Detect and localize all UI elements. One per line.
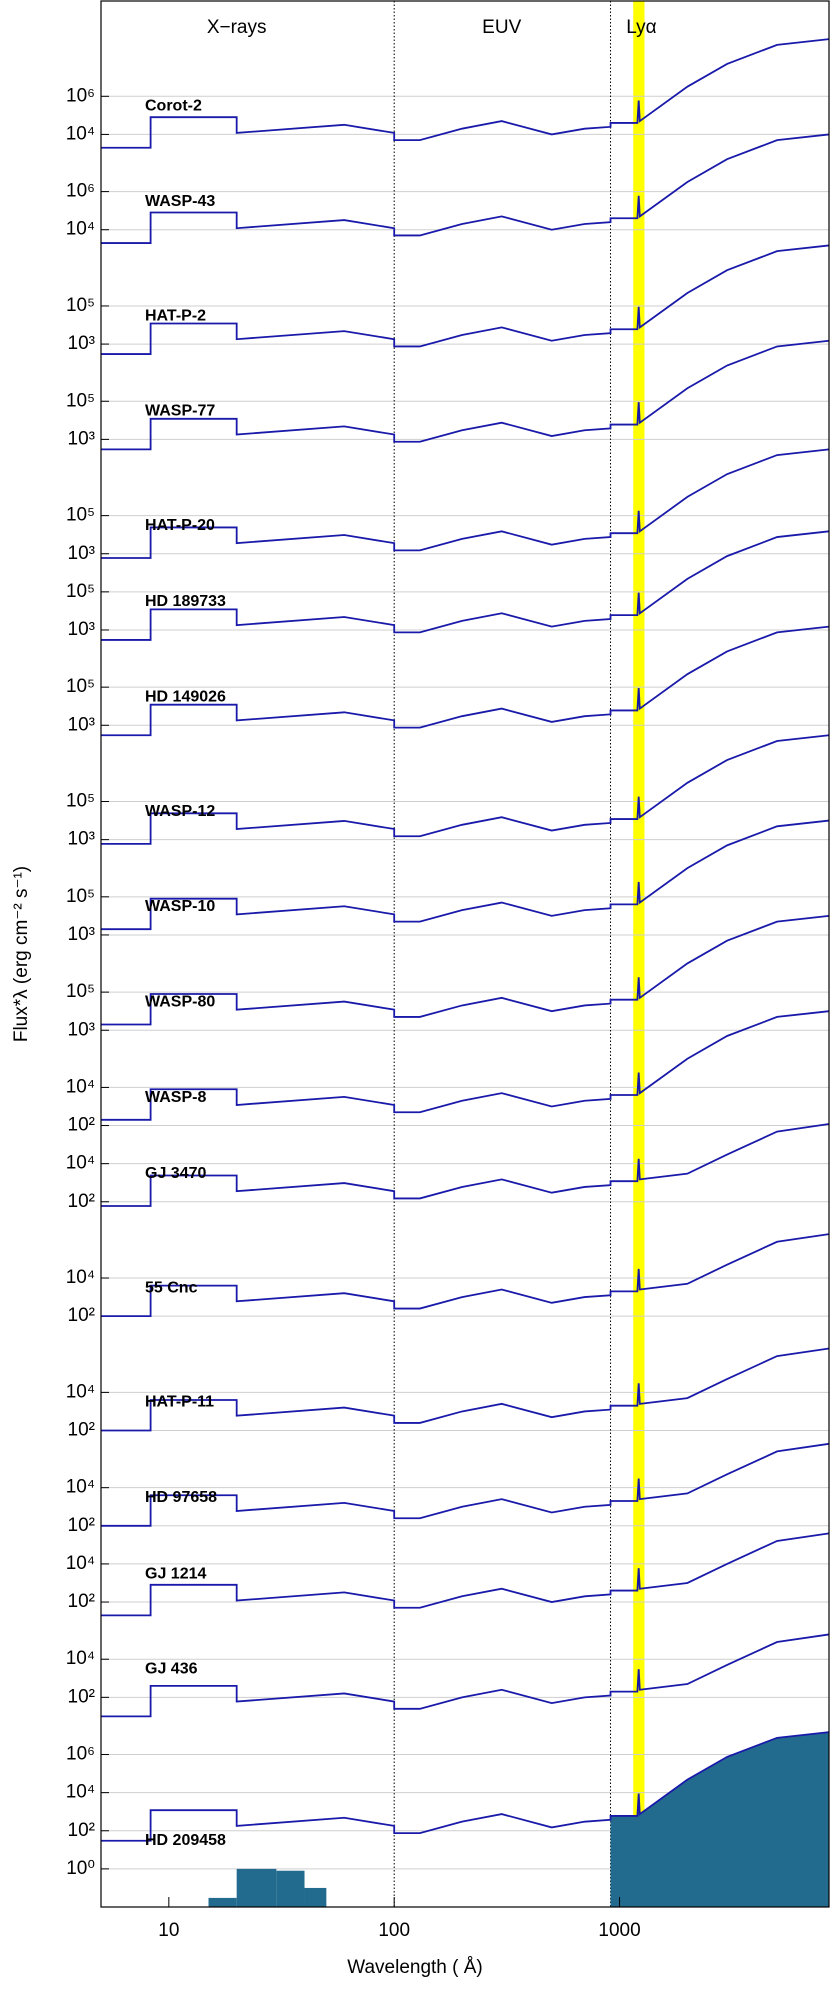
star-name: HAT-P-11 [145,1394,214,1411]
star-name: GJ 1214 [145,1565,206,1582]
spectrum-line [101,1633,830,1718]
star-name: Corot-2 [145,98,202,115]
y-tick-label: 10⁴ [66,1648,95,1669]
star-name: 55 Cnc [145,1279,198,1296]
y-tick-label: 10³ [68,1019,95,1040]
y-tick-label: 10² [68,1515,95,1536]
star-name: WASP-8 [145,1089,206,1106]
y-tick-label: 10⁵ [66,676,95,697]
region-label: Lyα [626,17,656,38]
x-tick-label: 10 [158,1920,179,1941]
y-tick-label: 10⁵ [66,390,95,411]
star-name: HD 97658 [145,1489,217,1506]
x-tick-label: 1000 [598,1920,640,1941]
y-tick-label: 10⁰ [66,1858,95,1879]
y-tick-label: 10⁴ [66,1153,95,1174]
y-tick-label: 10³ [68,543,95,564]
y-tick-label: 10⁵ [66,581,95,602]
spectrum-line [101,914,830,1026]
flux-bar [276,1870,305,1907]
spectrum-line [101,1233,830,1318]
region-label: X−rays [207,17,267,38]
spectrum-line [101,244,830,355]
star-name: GJ 3470 [145,1165,206,1182]
spectrum-line [101,530,830,641]
spectrum-line [101,625,830,737]
x-axis-label: Wavelength ( Å) [347,1957,483,1978]
y-tick-label: 10³ [68,619,95,640]
spectrum-line [101,819,830,931]
x-tick-label: 100 [378,1920,410,1941]
y-tick-label: 10⁴ [66,1477,95,1498]
spectrum-line [101,1010,830,1121]
star-name: WASP-80 [145,993,215,1010]
lyman-alpha-band [633,1,645,1907]
y-tick-label: 10⁴ [66,1076,95,1097]
spectrum-line [101,1442,830,1527]
spectrum-line [101,1123,830,1207]
y-tick-label: 10⁴ [66,1267,95,1288]
star-name: HD 149026 [145,688,226,705]
region-label: EUV [482,17,521,38]
y-tick-label: 10⁵ [66,505,95,526]
y-tick-label: 10² [68,1591,95,1612]
y-tick-label: 10⁶ [66,181,95,202]
y-tick-label: 10⁶ [66,85,95,106]
y-tick-label: 10⁶ [66,1744,95,1765]
spectrum-line [101,448,830,559]
star-name: WASP-10 [145,898,215,915]
y-tick-label: 10³ [68,829,95,850]
star-name: WASP-77 [145,403,215,420]
flux-area [610,1732,829,1907]
y-tick-label: 10² [68,1820,95,1841]
spectrum-line [101,734,830,845]
spectrum-line [101,1731,830,1842]
y-tick-label: 10² [68,1191,95,1212]
y-tick-label: 10² [68,1115,95,1136]
star-name: GJ 436 [145,1661,198,1678]
y-tick-label: 10³ [68,428,95,449]
star-name: WASP-12 [145,803,215,820]
plot-frame [100,0,830,1908]
y-tick-label: 10³ [68,924,95,945]
star-name: HD 189733 [145,593,226,610]
y-tick-label: 10⁵ [66,886,95,907]
y-tick-label: 10⁴ [66,1553,95,1574]
y-tick-label: 10⁵ [66,791,95,812]
star-name: HAT-P-2 [145,307,206,324]
y-axis-label: Flux*λ (erg cm⁻² s⁻¹) [11,866,32,1042]
y-tick-label: 10⁵ [66,981,95,1002]
y-tick-label: 10⁴ [66,1782,95,1803]
spectrum-line [101,38,830,149]
y-tick-label: 10³ [68,714,95,735]
flux-bar [304,1887,327,1907]
y-tick-label: 10⁵ [66,295,95,316]
spectrum-line [101,1532,830,1617]
y-tick-label: 10⁴ [66,1381,95,1402]
y-tick-label: 10² [68,1305,95,1326]
spectrum-line [101,339,830,451]
star-name: HD 209458 [145,1832,226,1849]
flux-bar [208,1897,237,1907]
y-tick-label: 10³ [68,333,95,354]
y-tick-label: 10⁴ [66,219,95,240]
star-name: WASP-43 [145,193,215,210]
star-name: HAT-P-20 [145,517,215,534]
y-tick-label: 10⁴ [66,123,95,144]
spectrum-line [101,133,830,244]
spectrum-line [101,1347,830,1432]
y-tick-label: 10² [68,1420,95,1441]
y-tick-label: 10² [68,1686,95,1707]
flux-bar [236,1868,277,1907]
